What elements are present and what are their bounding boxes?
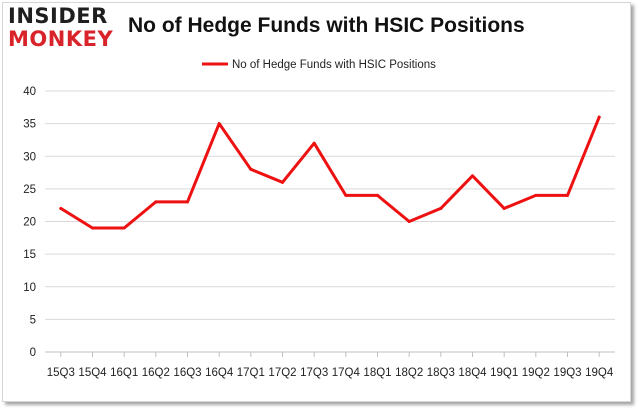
y-tick-label: 0 [30, 347, 36, 359]
x-tick-label: 15Q3 [47, 367, 75, 379]
data-point [534, 193, 538, 197]
y-tick-label: 20 [23, 217, 36, 229]
x-tick-label: 17Q1 [237, 367, 265, 379]
y-tick-label: 15 [23, 249, 36, 261]
x-tick-label: 16Q2 [142, 367, 170, 379]
logo-line-2: MONKEY [8, 27, 114, 51]
data-point [249, 167, 253, 171]
data-point [376, 193, 379, 197]
data-point [597, 115, 601, 119]
data-point [566, 193, 569, 197]
x-tick-label: 18Q4 [458, 367, 487, 379]
x-tick-label: 16Q1 [110, 367, 138, 379]
x-tick-label: 19Q2 [522, 367, 550, 379]
series-line [59, 115, 601, 230]
data-point [186, 200, 189, 204]
y-tick-label: 10 [23, 282, 36, 294]
x-tick-label: 16Q3 [173, 367, 201, 379]
data-point [59, 206, 63, 210]
x-tick-label: 18Q3 [427, 367, 455, 379]
y-tick-label: 25 [23, 184, 36, 196]
y-tick-label: 5 [30, 314, 36, 326]
legend-label: No of Hedge Funds with HSIC Positions [232, 59, 436, 71]
chart-title: No of Hedge Funds with HSIC Positions [128, 14, 525, 37]
x-tick-label: 18Q1 [363, 367, 391, 379]
data-point [281, 180, 284, 184]
data-point [122, 226, 126, 230]
x-tick-label: 17Q4 [332, 367, 361, 379]
data-point [312, 141, 316, 145]
x-tick-label: 15Q4 [78, 367, 107, 379]
logo-line-1: INSIDER [8, 4, 108, 28]
y-tick-label: 40 [23, 86, 36, 98]
data-point [91, 226, 94, 230]
data-point [154, 200, 158, 204]
x-tick-label: 17Q2 [268, 367, 296, 379]
x-tick-label: 19Q4 [585, 367, 614, 379]
data-point [502, 206, 506, 210]
y-tick-label: 35 [23, 119, 36, 131]
data-point [407, 220, 411, 223]
data-point [344, 193, 348, 197]
data-point [217, 122, 221, 126]
x-tick-label: 16Q4 [205, 367, 234, 379]
data-point [471, 174, 474, 178]
data-point [439, 206, 443, 210]
x-tick-label: 17Q3 [300, 367, 328, 379]
x-tick-label: 19Q1 [490, 367, 518, 379]
y-tick-label: 30 [23, 151, 36, 163]
chart-frame [2, 2, 631, 402]
insider-monkey-logo: INSIDER MONKEY [8, 4, 114, 51]
x-tick-label: 18Q2 [395, 367, 423, 379]
x-tick-label: 19Q3 [553, 367, 581, 379]
